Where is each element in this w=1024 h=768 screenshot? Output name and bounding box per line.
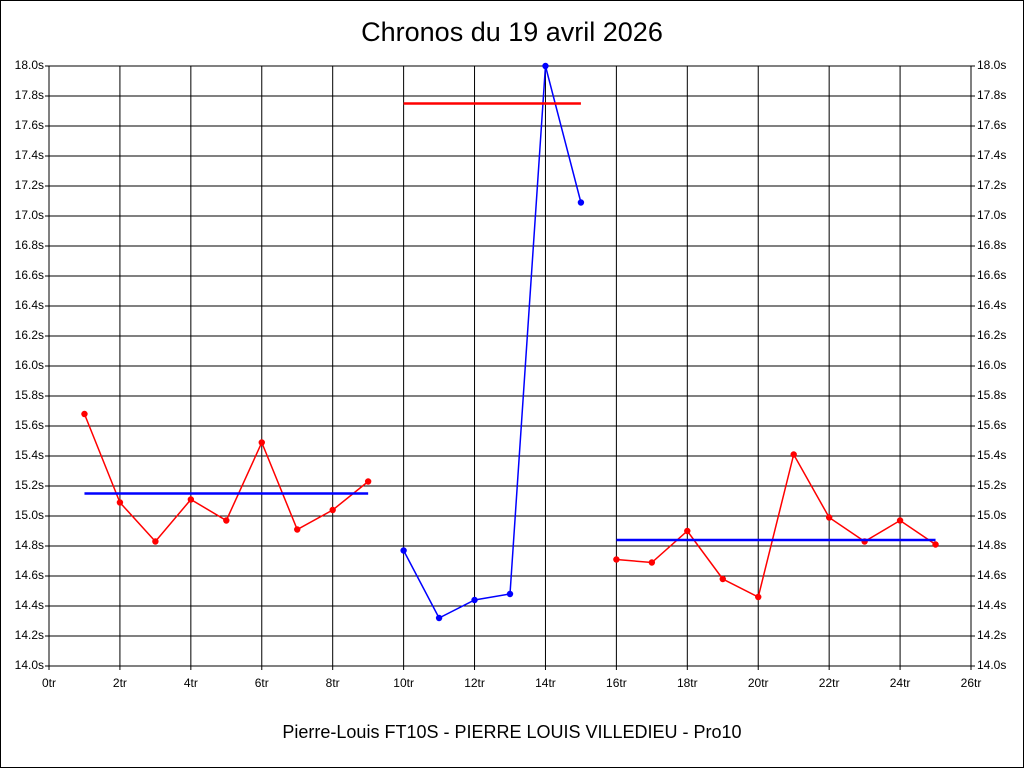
y-tick-label: 14.4s — [15, 598, 44, 612]
y-tick-label: 15.8s — [15, 388, 44, 402]
x-tick-label: 18tr — [677, 676, 698, 690]
y-tick-label: 16.8s — [15, 238, 44, 252]
y2-tick-label: 16.8s — [977, 238, 1006, 252]
y-tick-label: 15.0s — [15, 508, 44, 522]
x-tick-label: 0tr — [42, 676, 56, 690]
data-point — [435, 614, 443, 622]
data-point — [684, 527, 691, 535]
y2-tick-label: 14.2s — [977, 628, 1006, 642]
data-point — [400, 547, 407, 554]
y-tick-label: 17.8s — [15, 88, 44, 102]
series-line — [616, 452, 936, 599]
data-point — [294, 526, 301, 533]
data-point — [577, 199, 585, 206]
data-point — [258, 439, 265, 446]
y-tick-label: 17.6s — [15, 118, 44, 132]
y2-tick-label: 14.4s — [977, 598, 1006, 612]
x-axis-label: Pierre-Louis FT10S - PIERRE LOUIS VILLED… — [282, 722, 741, 742]
y-tick-label: 16.6s — [15, 268, 44, 282]
data-point — [755, 593, 762, 601]
y-tick-label: 17.4s — [15, 148, 44, 162]
y2-tick-label: 17.6s — [977, 118, 1006, 132]
y-tick-label: 14.6s — [15, 568, 44, 582]
y2-tick-label: 15.4s — [977, 448, 1006, 462]
data-point — [825, 514, 833, 521]
x-tick-label: 24tr — [890, 676, 911, 690]
x-tick-label: 26tr — [961, 676, 982, 690]
data-point — [613, 556, 620, 563]
x-tick-label: 4tr — [184, 676, 198, 690]
x-tick-label: 2tr — [113, 676, 127, 690]
y-tick-label: 18.0s — [15, 58, 44, 72]
y2-tick-label: 14.6s — [977, 568, 1006, 582]
data-point — [790, 451, 797, 458]
y2-tick-label: 15.0s — [977, 508, 1006, 522]
y2-tick-label: 15.6s — [977, 418, 1006, 432]
data-point — [932, 541, 939, 548]
plot-border — [48, 65, 972, 667]
data-point — [329, 506, 336, 514]
data-point — [506, 590, 514, 598]
x-tick-label: 14tr — [535, 676, 556, 690]
data-point — [896, 517, 904, 524]
y-tick-label: 14.8s — [15, 538, 44, 552]
x-tick-label: 6tr — [255, 676, 269, 690]
data-point — [648, 559, 656, 566]
y2-tick-label: 17.0s — [977, 208, 1006, 222]
data-point — [719, 575, 726, 583]
data-point — [364, 478, 372, 485]
y2-tick-label: 17.4s — [977, 148, 1006, 162]
y2-tick-label: 18.0s — [977, 58, 1006, 72]
y2-tick-label: 16.2s — [977, 328, 1006, 342]
x-tick-label: 12tr — [464, 676, 485, 690]
data-point — [187, 496, 195, 503]
y-tick-label: 14.2s — [15, 628, 44, 642]
data-point — [152, 538, 159, 545]
data-point — [116, 499, 124, 506]
y2-tick-label: 15.2s — [977, 478, 1006, 492]
y2-tick-label: 16.4s — [977, 298, 1006, 312]
y2-tick-label: 17.8s — [977, 88, 1006, 102]
y2-tick-label: 16.0s — [977, 358, 1006, 372]
x-tick-label: 16tr — [606, 676, 627, 690]
y-tick-label: 14.0s — [15, 658, 44, 672]
x-tick-label: 22tr — [819, 676, 840, 690]
data-point — [81, 410, 88, 418]
series-line — [402, 65, 582, 620]
data-point — [542, 62, 549, 70]
y2-tick-label: 14.8s — [977, 538, 1006, 552]
y2-tick-label: 15.8s — [977, 388, 1006, 402]
y-tick-label: 15.4s — [15, 448, 44, 462]
y-tick-label: 15.6s — [15, 418, 44, 432]
data-point — [223, 517, 230, 524]
x-tick-label: 8tr — [326, 676, 340, 690]
y-tick-label: 17.2s — [15, 178, 44, 192]
y-tick-label: 16.4s — [15, 298, 44, 312]
x-tick-label: 20tr — [748, 676, 769, 690]
y2-tick-label: 17.2s — [977, 178, 1006, 192]
chart-title: Chronos du 19 avril 2026 — [361, 17, 663, 47]
data-point — [471, 596, 478, 604]
y-tick-label: 16.0s — [15, 358, 44, 372]
y-tick-label: 16.2s — [15, 328, 44, 342]
y2-tick-label: 16.6s — [977, 268, 1006, 282]
y-tick-label: 17.0s — [15, 208, 44, 222]
x-tick-label: 10tr — [393, 676, 414, 690]
y2-tick-label: 14.0s — [977, 658, 1006, 672]
y-tick-label: 15.2s — [15, 478, 44, 492]
